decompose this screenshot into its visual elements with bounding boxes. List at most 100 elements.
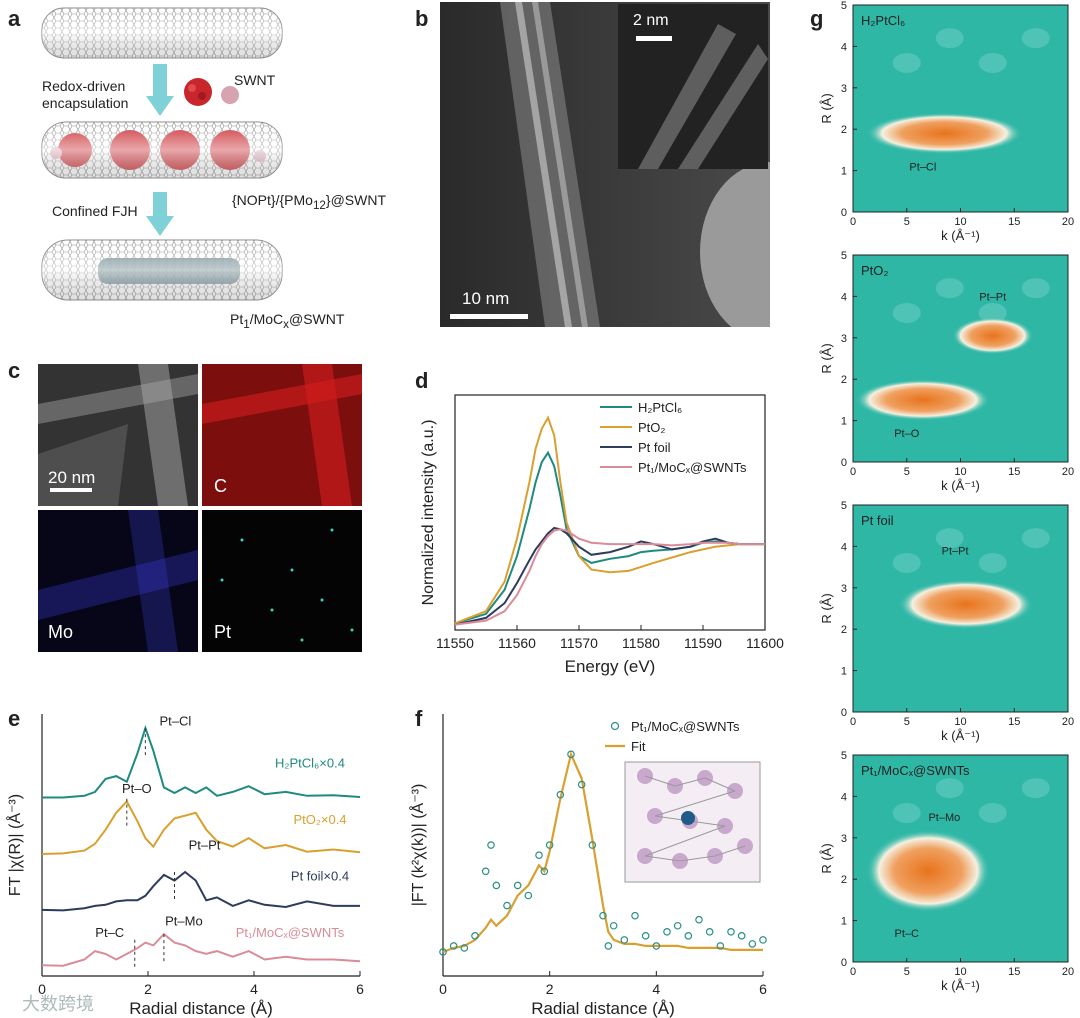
x-axis-label: Radial distance (Å) bbox=[531, 999, 675, 1018]
y-tick-label: 4 bbox=[841, 291, 847, 303]
cluster-nopt bbox=[184, 78, 212, 106]
heatmap-title: PtO₂ bbox=[861, 263, 888, 278]
data-point bbox=[673, 921, 682, 930]
x-tick-label: 15 bbox=[1008, 966, 1020, 978]
legend-label: Pt₁/MoCₓ@SWNTs bbox=[631, 719, 740, 734]
data-point bbox=[684, 932, 693, 940]
map-c-label: C bbox=[214, 476, 227, 496]
peak-label: Pt–Pt bbox=[189, 837, 221, 852]
data-point bbox=[471, 932, 479, 940]
data-point bbox=[577, 780, 586, 789]
y-tick-label: 5 bbox=[841, 250, 847, 262]
swnt-label: SWNT bbox=[234, 72, 276, 88]
heatmap-title: H₂PtCl₆ bbox=[861, 13, 905, 28]
heatmap-ripple bbox=[1021, 778, 1050, 799]
x-tick-label: 11550 bbox=[436, 635, 474, 651]
y-tick-label: 4 bbox=[841, 791, 847, 803]
bond-label: Pt–Pt bbox=[979, 292, 1006, 304]
chart-d: 11550 11560 11570 11580 11590 11600 Energy (eV… bbox=[420, 394, 784, 676]
map-pt: Pt bbox=[202, 510, 362, 652]
y-tick-label: 5 bbox=[841, 0, 847, 12]
x-axis-label: k (Å⁻¹) bbox=[941, 728, 980, 743]
heatmap-ripple bbox=[892, 302, 921, 323]
heatmap-ripple bbox=[978, 552, 1007, 573]
y-axis-label: R (Å) bbox=[819, 343, 834, 373]
y-tick-label: 0 bbox=[841, 957, 847, 969]
x-tick-label: 0 bbox=[38, 981, 46, 997]
final-label: Pt1/MoCx@SWNT bbox=[230, 311, 345, 331]
heatmap-hotspot bbox=[866, 829, 990, 913]
series-line-pt-foil bbox=[454, 526, 765, 626]
x-tick-label: 10 bbox=[954, 716, 966, 728]
bond bbox=[679, 855, 716, 862]
y-tick-label: 1 bbox=[841, 166, 847, 178]
x-tick-label: 4 bbox=[652, 981, 660, 997]
x-axis-label: k (Å⁻¹) bbox=[941, 478, 980, 493]
series-label: H₂PtCl₆×0.4 bbox=[275, 756, 345, 771]
data-point bbox=[663, 928, 671, 936]
x-tick-label: 15 bbox=[1008, 716, 1020, 728]
step2-label: Confined FJH bbox=[52, 203, 138, 219]
heatmap-ripple bbox=[935, 28, 964, 49]
heatmap-ripple bbox=[1021, 528, 1050, 549]
y-axis-label: R (Å) bbox=[819, 93, 834, 123]
x-tick-label: 5 bbox=[904, 466, 910, 478]
data-point bbox=[748, 940, 757, 948]
y-tick-label: 4 bbox=[841, 41, 847, 53]
x-tick-label: 11600 bbox=[746, 635, 784, 651]
down-arrow-icon-2 bbox=[146, 216, 174, 236]
x-tick-label: 15 bbox=[1008, 216, 1020, 228]
x-axis-label: Radial distance (Å) bbox=[129, 999, 273, 1018]
panel-label-c: c bbox=[8, 358, 21, 383]
bond-label: Pt–O bbox=[894, 428, 920, 440]
data-point bbox=[641, 932, 650, 940]
y-axis-label: R (Å) bbox=[819, 593, 834, 623]
series-line-h2ptcl6 bbox=[454, 450, 765, 625]
stem-image: 2 nm 10 nm bbox=[440, 2, 770, 327]
bond-label: Pt–C bbox=[895, 928, 920, 940]
eds-scale-label: 20 nm bbox=[48, 468, 96, 487]
data-point bbox=[604, 942, 613, 950]
series-label: PtO₂×0.4 bbox=[293, 812, 346, 827]
legend-label: Pt foil bbox=[638, 440, 671, 455]
y-axis-label: |FT (k²χ(k))| (Å⁻³) bbox=[408, 784, 427, 907]
data-point bbox=[652, 942, 661, 950]
y-tick-label: 2 bbox=[841, 874, 847, 886]
peak-label: Pt–C bbox=[95, 925, 124, 940]
x-tick-label: 2 bbox=[144, 981, 152, 997]
panel-label-d: d bbox=[415, 368, 429, 393]
heatmap-ripple bbox=[978, 52, 1007, 73]
data-point bbox=[487, 841, 495, 849]
heatmap-ripple bbox=[892, 52, 921, 73]
data-point bbox=[556, 790, 565, 799]
plot-frame bbox=[454, 394, 766, 631]
peak-label: Pt–O bbox=[122, 781, 152, 796]
cluster-pmo12 bbox=[221, 86, 239, 104]
intermediate-label: {NOPt}/{PMo12}@SWNT bbox=[232, 192, 387, 212]
data-point bbox=[588, 841, 597, 849]
heatmap-ripple bbox=[935, 778, 964, 799]
panel-label-g: g bbox=[810, 6, 824, 31]
heatmap-hotspot bbox=[898, 579, 1033, 629]
bond-label: Pt–Pt bbox=[942, 546, 969, 558]
heatmap-hotspot bbox=[855, 379, 990, 421]
bond bbox=[654, 790, 736, 817]
data-point bbox=[695, 915, 703, 924]
y-tick-label: 3 bbox=[841, 83, 847, 95]
legend-label: Pt₁/MoCₓ@SWNTs bbox=[638, 460, 747, 475]
data-point bbox=[513, 881, 522, 890]
x-tick-label: 5 bbox=[904, 216, 910, 228]
series-line bbox=[41, 932, 361, 967]
bond-label: Pt–Cl bbox=[909, 162, 936, 174]
y-tick-label: 3 bbox=[841, 583, 847, 595]
haadf-image: 20 nm bbox=[38, 364, 198, 506]
x-tick-label: 0 bbox=[439, 981, 447, 997]
y-tick-label: 3 bbox=[841, 333, 847, 345]
y-tick-label: 0 bbox=[841, 707, 847, 719]
chart-f: 0 2 4 6 Radial distance (Å) |FT (k²χ(k))| (Å⁻… bbox=[408, 714, 767, 1018]
bond-label: Pt–Mo bbox=[928, 812, 960, 824]
x-tick-label: 20 bbox=[1062, 716, 1074, 728]
series-line-pto2 bbox=[454, 415, 765, 625]
data-point bbox=[481, 867, 490, 876]
chart-g: Pt–Cl 0 5 10 15 20 0 1 2 3 4 5 k (Å⁻¹) R (Å) H₂PtCl₆ Pt… bbox=[819, 0, 1074, 993]
